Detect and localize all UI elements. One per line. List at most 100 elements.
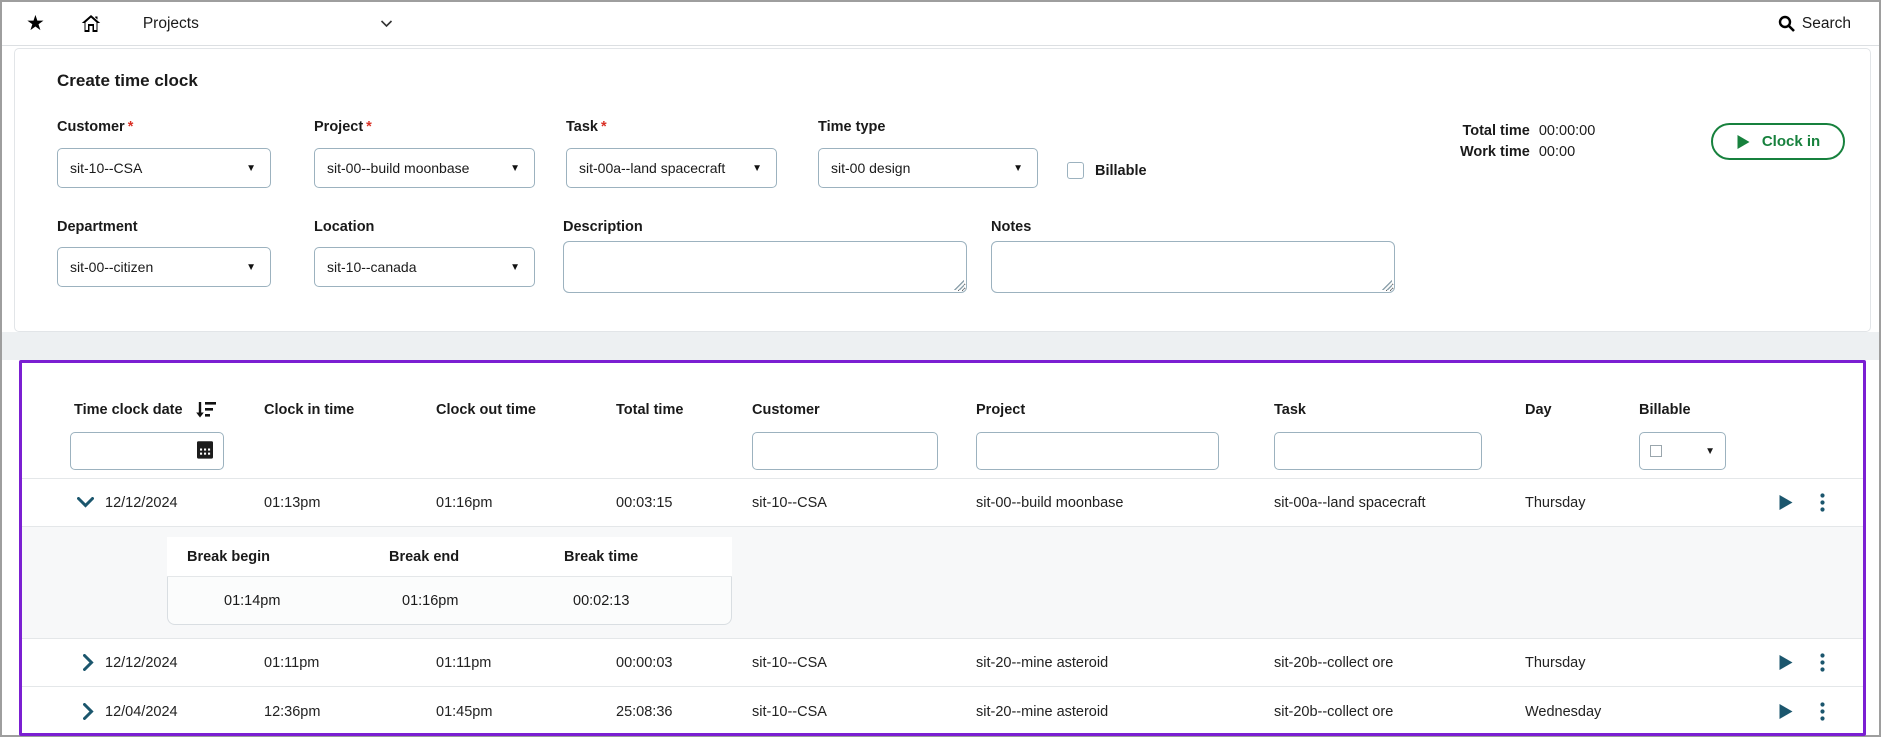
cell-project: sit-20--mine asteroid: [976, 703, 1109, 720]
caret-down-icon: ▼: [246, 261, 256, 273]
cell-day: Thursday: [1525, 654, 1586, 671]
column-header-customer[interactable]: Customer: [752, 402, 820, 418]
time-type-select-value: sit-00 design: [831, 160, 911, 176]
caret-down-icon: ▼: [246, 162, 256, 174]
cell-task: sit-00a--land spacecraft: [1274, 494, 1426, 511]
task-label: Task *: [566, 119, 607, 135]
row-menu-kebab-icon[interactable]: [1820, 702, 1825, 721]
billable-filter-select[interactable]: ▼: [1639, 432, 1726, 470]
cell-clock-in: 12:36pm: [264, 703, 321, 720]
required-asterisk: *: [600, 119, 607, 135]
row-menu-kebab-icon[interactable]: [1820, 653, 1825, 672]
task-filter-input[interactable]: [1274, 432, 1482, 470]
project-select[interactable]: sit-00--build moonbase ▼: [314, 148, 535, 188]
column-header-clock-out[interactable]: Clock out time: [436, 402, 536, 418]
cell-project: sit-00--build moonbase: [976, 494, 1124, 511]
projects-menu-dropdown[interactable]: Projects: [143, 15, 393, 33]
home-icon[interactable]: [79, 12, 103, 36]
project-filter-input[interactable]: [976, 432, 1219, 470]
cell-date: 12/12/2024: [105, 654, 178, 671]
time-type-select[interactable]: sit-00 design ▼: [818, 148, 1038, 188]
table-row[interactable]: 12/04/2024 12:36pm 01:45pm 25:08:36 sit-…: [22, 686, 1863, 733]
create-time-clock-panel: Create time clock Customer * sit-10--CSA …: [14, 48, 1871, 332]
search-label: Search: [1801, 14, 1851, 32]
chevron-down-icon: [380, 20, 392, 28]
department-label: Department: [57, 219, 138, 235]
break-time-value: 00:02:13: [573, 592, 630, 609]
play-icon: [1779, 495, 1793, 510]
location-select[interactable]: sit-10--canada ▼: [314, 247, 535, 287]
break-end-value: 01:16pm: [402, 592, 459, 609]
search-icon: [1778, 15, 1795, 32]
cell-total: 00:00:03: [616, 654, 673, 671]
column-header-project[interactable]: Project: [976, 402, 1026, 418]
cell-customer: sit-10--CSA: [752, 654, 827, 671]
table-header-row: Time clock date Clock in time Clock out …: [22, 391, 1863, 429]
department-select-value: sit-00--citizen: [70, 259, 154, 275]
description-label: Description: [563, 219, 643, 235]
cell-day: Wednesday: [1525, 703, 1602, 720]
cell-date: 12/12/2024: [105, 494, 178, 511]
break-time-header: Break time: [564, 548, 639, 565]
cell-clock-in: 01:11pm: [264, 654, 320, 671]
time-clock-table-panel: Time clock date Clock in time Clock out …: [19, 360, 1866, 736]
cell-clock-out: 01:45pm: [436, 703, 493, 720]
location-select-value: sit-10--canada: [327, 259, 417, 275]
play-icon: [1779, 704, 1793, 719]
row-menu-kebab-icon[interactable]: [1820, 493, 1825, 512]
clock-in-button[interactable]: Clock in: [1711, 123, 1845, 160]
chevron-right-icon: [83, 654, 94, 671]
panel-title: Create time clock: [57, 71, 198, 90]
customer-select-value: sit-10--CSA: [70, 160, 143, 176]
customer-filter-input[interactable]: [752, 432, 938, 470]
cell-project: sit-20--mine asteroid: [976, 654, 1109, 671]
expand-row-chevron[interactable]: [22, 654, 94, 671]
billable-checkbox[interactable]: [1067, 162, 1084, 179]
customer-select[interactable]: sit-10--CSA ▼: [57, 148, 271, 188]
column-header-date[interactable]: Time clock date: [22, 400, 254, 421]
column-header-task[interactable]: Task: [1274, 402, 1306, 418]
cell-customer: sit-10--CSA: [752, 494, 827, 511]
column-header-clock-in[interactable]: Clock in time: [264, 402, 355, 418]
billable-checkbox-label: Billable: [1095, 163, 1147, 179]
column-header-billable[interactable]: Billable: [1639, 402, 1691, 418]
calendar-icon[interactable]: [195, 440, 215, 464]
project-select-value: sit-00--build moonbase: [327, 160, 470, 176]
start-timer-button[interactable]: [1778, 703, 1794, 720]
task-select[interactable]: sit-00a--land spacecraft ▼: [566, 148, 777, 188]
location-label: Location: [314, 219, 375, 235]
notes-label: Notes: [991, 219, 1032, 235]
search-button[interactable]: Search: [1778, 15, 1851, 33]
project-label: Project *: [314, 119, 372, 135]
start-timer-button[interactable]: [1778, 654, 1794, 671]
total-time-value: 00:00:00: [1538, 123, 1596, 139]
favorite-star-icon[interactable]: ★: [26, 12, 45, 35]
clock-in-label: Clock in: [1761, 133, 1821, 150]
work-time-value: 00:00: [1538, 144, 1576, 160]
cell-task: sit-20b--collect ore: [1274, 703, 1394, 720]
sort-descending-icon[interactable]: [195, 400, 217, 421]
table-row[interactable]: 12/12/2024 01:13pm 01:16pm 00:03:15 sit-…: [22, 478, 1863, 526]
break-row: 01:14pm 01:16pm 00:02:13: [167, 577, 732, 625]
cell-total: 00:03:15: [616, 494, 673, 511]
department-select[interactable]: sit-00--citizen ▼: [57, 247, 271, 287]
collapse-row-chevron[interactable]: [22, 497, 94, 508]
play-icon: [1779, 655, 1793, 670]
cell-day: Thursday: [1525, 494, 1586, 511]
column-header-day[interactable]: Day: [1525, 402, 1552, 418]
notes-textarea[interactable]: [991, 241, 1395, 293]
description-textarea[interactable]: [563, 241, 967, 293]
start-timer-button[interactable]: [1778, 494, 1794, 511]
cell-total: 25:08:36: [616, 703, 673, 720]
caret-down-icon: ▼: [510, 162, 520, 174]
cell-clock-in: 01:13pm: [264, 494, 321, 511]
expand-row-chevron[interactable]: [22, 703, 94, 720]
cell-clock-out: 01:11pm: [436, 654, 492, 671]
customer-label: Customer *: [57, 119, 134, 135]
caret-down-icon: ▼: [510, 261, 520, 273]
chevron-right-icon: [83, 703, 94, 720]
column-header-total-time[interactable]: Total time: [616, 402, 684, 418]
break-end-header: Break end: [389, 548, 460, 565]
cell-clock-out: 01:16pm: [436, 494, 493, 511]
table-row[interactable]: 12/12/2024 01:11pm 01:11pm 00:00:03 sit-…: [22, 638, 1863, 686]
